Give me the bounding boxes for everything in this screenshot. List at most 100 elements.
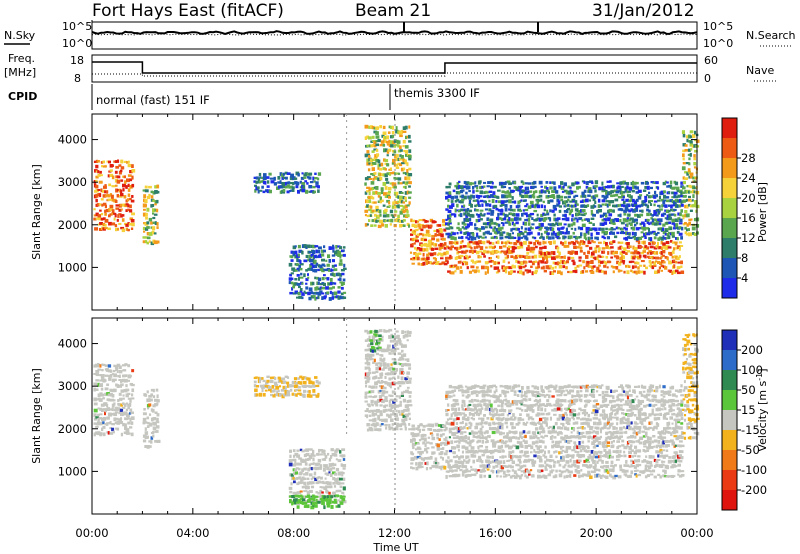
echo-cell [493, 245, 496, 249]
echo-cell [465, 218, 469, 222]
echo-cell [682, 176, 686, 180]
echo-cell [630, 269, 633, 273]
echo-cell [481, 450, 485, 453]
echo-cell [337, 504, 341, 508]
echo-cell [370, 390, 375, 394]
echo-cell [131, 169, 136, 173]
echo-cell [389, 209, 394, 214]
echo-cell [153, 240, 158, 245]
echo-cell [122, 214, 125, 217]
echo-cell [527, 458, 531, 463]
echo-cell [635, 240, 640, 243]
echo-cell [688, 218, 692, 222]
echo-cell [560, 195, 564, 199]
echo-cell [95, 170, 99, 173]
echo-cell [384, 195, 388, 198]
echo-cell [95, 217, 98, 220]
echo-cell [678, 474, 683, 478]
echo-cell [488, 245, 493, 249]
echo-cell [390, 363, 393, 366]
echo-cell [440, 252, 444, 257]
echo-cell [646, 251, 650, 255]
echo-cell [474, 237, 477, 241]
echo-cell [495, 464, 499, 468]
echo-cell [124, 378, 128, 383]
echo-cell [655, 194, 658, 198]
echo-cell [319, 264, 323, 269]
echo-cell [694, 139, 697, 142]
echo-cell [517, 458, 521, 462]
echo-cell [693, 190, 696, 194]
echo-cell [537, 226, 541, 230]
echo-cell [651, 222, 656, 226]
echo-cell [371, 403, 374, 407]
echo-cell [146, 207, 150, 212]
echo-cell [436, 253, 439, 256]
echo-cell [468, 249, 472, 254]
echo-cell [623, 231, 627, 235]
echo-cell [636, 222, 639, 225]
echo-cell [384, 372, 388, 376]
echo-cell [127, 204, 130, 208]
echo-cell [472, 195, 475, 199]
echo-cell [126, 178, 130, 183]
echo-cell [381, 400, 385, 404]
echo-cell [508, 222, 512, 226]
echo-cell [379, 404, 383, 407]
echo-cell [435, 462, 438, 465]
echo-cell [620, 208, 624, 212]
echo-cell [107, 399, 111, 402]
echo-cell [612, 231, 615, 235]
echo-cell [633, 255, 637, 258]
echo-cell [463, 223, 467, 226]
echo-cell [565, 204, 569, 207]
echo-cell [497, 223, 501, 227]
echo-cell [668, 217, 672, 221]
echo-cell [124, 363, 128, 366]
echo-cell [315, 185, 319, 188]
echo-cell [374, 329, 378, 333]
echo-cell [524, 227, 528, 231]
echo-cell [552, 261, 555, 265]
echo-cell [300, 494, 303, 498]
echo-cell [578, 264, 583, 267]
echo-cell [279, 180, 282, 184]
echo-cell [642, 250, 646, 253]
echo-cell [392, 344, 395, 349]
echo-cell [433, 261, 437, 264]
echo-cell [484, 271, 487, 275]
echo-cell [395, 368, 398, 372]
echo-cell [531, 255, 535, 259]
echo-cell [664, 232, 667, 236]
echo-cell [488, 232, 493, 235]
echo-cell [644, 236, 647, 239]
echo-cell [323, 464, 326, 468]
echo-cell [309, 489, 313, 493]
echo-cell [419, 447, 422, 450]
echo-cell [526, 186, 530, 191]
echo-cell [585, 255, 589, 259]
echo-cell [623, 209, 627, 213]
echo-cell [572, 218, 576, 221]
echo-cell [397, 214, 400, 218]
echo-cell [120, 189, 123, 193]
echo-cell [540, 204, 544, 209]
echo-cell [100, 213, 104, 216]
echo-cell [619, 251, 623, 256]
echo-cell [422, 224, 426, 229]
echo-cell [479, 235, 482, 238]
echo-cell [677, 261, 681, 264]
echo-cell [511, 221, 514, 226]
echo-cell [111, 423, 115, 426]
echo-cell [524, 261, 528, 264]
echo-cell [519, 194, 523, 197]
echo-cell [384, 224, 388, 228]
echo-cell [375, 209, 379, 212]
echo-cell [482, 398, 486, 403]
echo-cell [434, 429, 438, 432]
echo-cell [628, 194, 631, 199]
echo-cell [391, 131, 395, 135]
echo-cell [598, 269, 602, 273]
echo-cell [306, 477, 310, 480]
echo-cell [417, 223, 421, 228]
